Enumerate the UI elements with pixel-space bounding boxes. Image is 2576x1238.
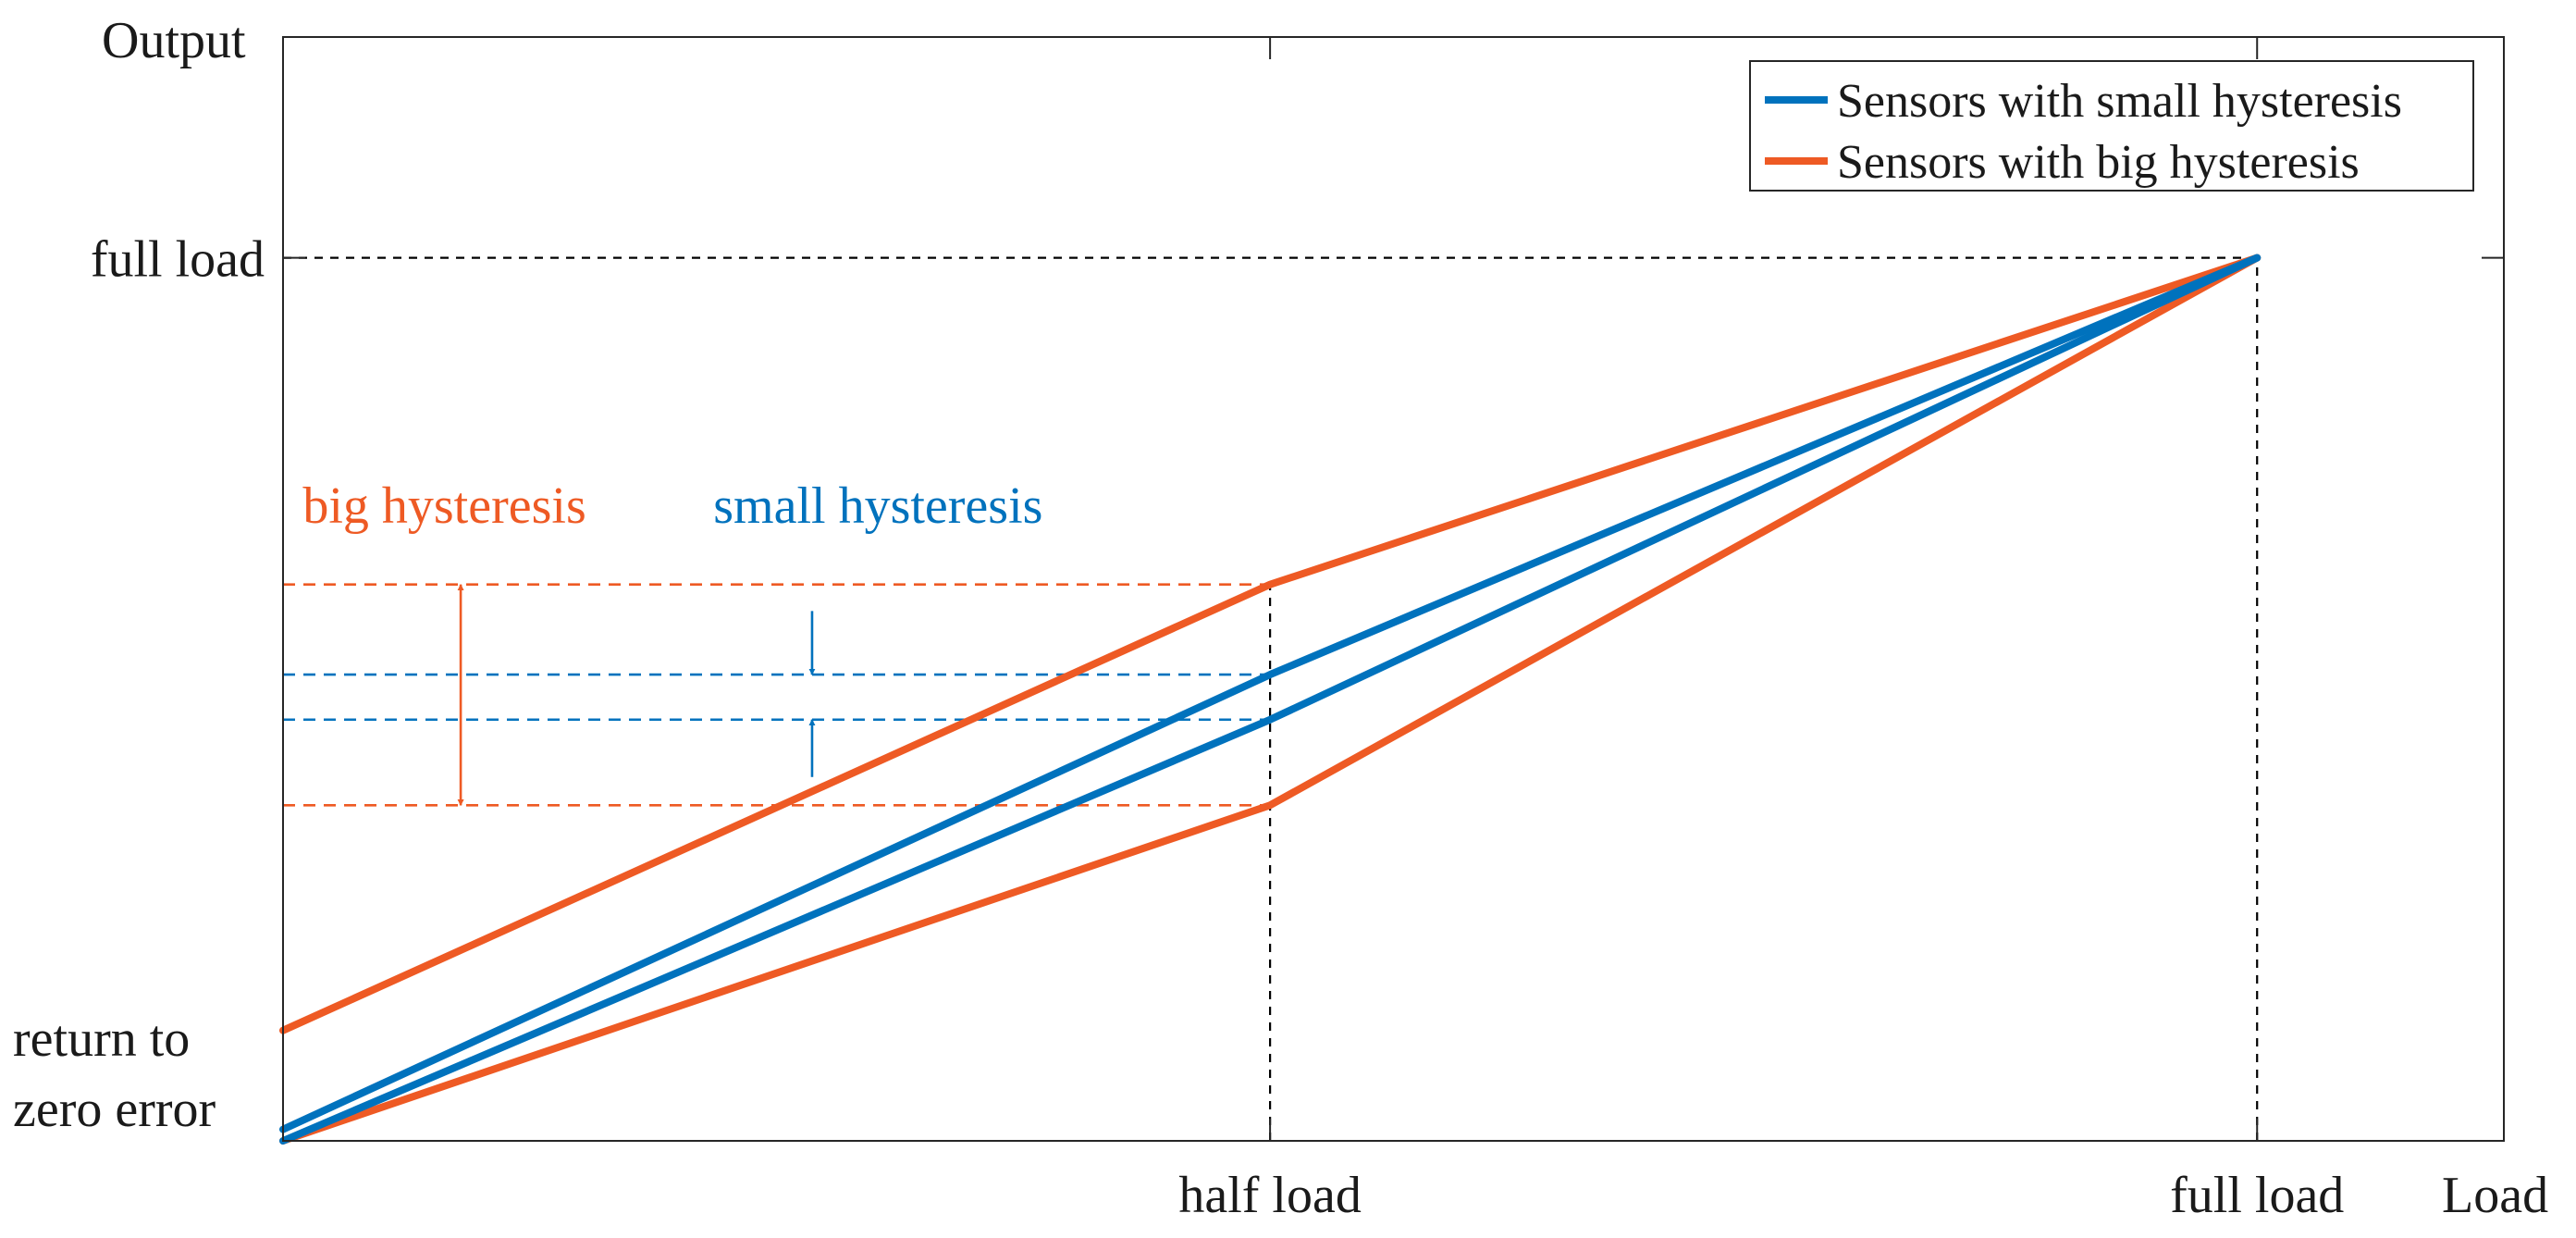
hysteresis-arrows	[457, 584, 816, 807]
series-lines	[279, 254, 2262, 1145]
annotation-small-hysteresis: small hysteresis	[713, 477, 1042, 535]
plot-border	[282, 36, 2505, 1142]
legend: Sensors with small hysteresis Sensors wit…	[1749, 60, 2474, 192]
series-line-sensors-with-small-hysteresis-loading	[279, 254, 2262, 1145]
y-tick-label-return-to-zero-error: return to zero error	[13, 1010, 216, 1138]
legend-box	[1749, 60, 2474, 192]
x-axis-label: Load	[2442, 1167, 2548, 1224]
legend-label-sensors-with-small-hysteresis: Sensors with small hysteresis	[1837, 75, 2402, 128]
y-tick-label-line-0: return to	[13, 1010, 190, 1068]
y-axis-label: Output	[102, 12, 246, 69]
series-line-sensors-with-small-hysteresis-unloading	[279, 254, 2262, 1133]
tick-labels: half load full load full load return to zero…	[13, 231, 2344, 1224]
series-line-sensors-with-big-hysteresis-loading	[279, 254, 2262, 1145]
legend-label-sensors-with-big-hysteresis: Sensors with big hysteresis	[1837, 136, 2360, 189]
x-tick-label-full-load: full load	[2170, 1167, 2344, 1224]
y-tick-label-full-load: full load	[91, 231, 265, 289]
y-tick-label-line-1: zero error	[13, 1081, 216, 1138]
annotations: big hysteresis small hysteresis	[302, 477, 1042, 535]
annotation-big-hysteresis: big hysteresis	[302, 477, 585, 535]
series-line-sensors-with-big-hysteresis-unloading	[279, 254, 2262, 1034]
x-tick-label-half-load: half load	[1178, 1167, 1361, 1224]
reference-lines	[283, 256, 2259, 1141]
plot-frame	[282, 36, 2505, 1142]
